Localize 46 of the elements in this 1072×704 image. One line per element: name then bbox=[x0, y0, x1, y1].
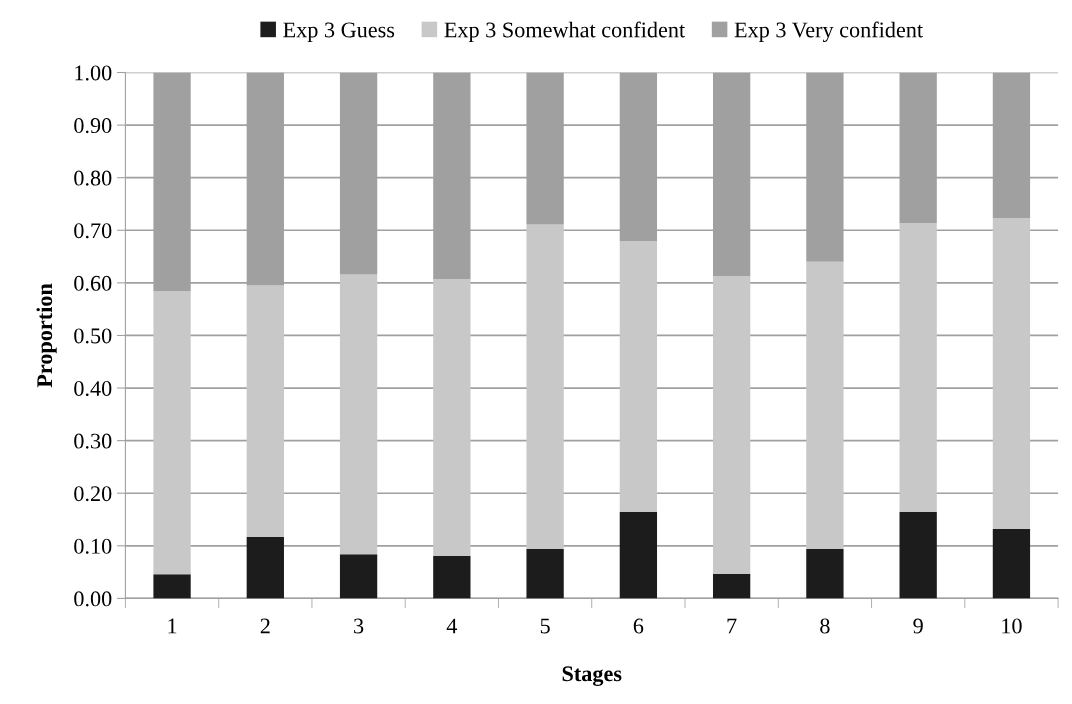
bar bbox=[712, 573, 751, 599]
y-tick-label: 0.70 bbox=[74, 223, 112, 239]
x-tick-label: 7 bbox=[727, 618, 737, 634]
bar bbox=[992, 528, 1031, 599]
x-tick-label: 9 bbox=[913, 618, 923, 634]
x-tick-label: 5 bbox=[540, 618, 550, 634]
bar bbox=[619, 511, 658, 599]
legend-label: Exp 3 Somewhat confident bbox=[444, 21, 686, 42]
x-tick-label: 6 bbox=[633, 618, 644, 634]
y-tick-label: 0.00 bbox=[74, 591, 112, 607]
bar bbox=[246, 536, 284, 599]
bar bbox=[806, 548, 844, 599]
legend-label: Exp 3 Very confident bbox=[734, 21, 923, 42]
x-tick-label: 1 bbox=[168, 618, 177, 634]
x-tick-label: 10 bbox=[1002, 618, 1022, 634]
bar bbox=[712, 276, 751, 574]
bar bbox=[619, 241, 658, 512]
bar bbox=[526, 548, 564, 599]
bar bbox=[806, 261, 844, 549]
y-tick-label: 0.60 bbox=[74, 275, 112, 291]
y-tick-label: 0.80 bbox=[74, 170, 112, 186]
bar bbox=[433, 555, 471, 599]
x-tick-label: 8 bbox=[820, 618, 830, 634]
y-tick-label: 0.50 bbox=[74, 328, 112, 344]
x-tick-label: 3 bbox=[354, 618, 364, 634]
x-tick-label: 2 bbox=[260, 618, 270, 634]
bar bbox=[153, 574, 191, 599]
bar bbox=[433, 279, 471, 556]
y-tick-label: 0.20 bbox=[74, 486, 112, 502]
bar bbox=[992, 218, 1031, 529]
bar bbox=[526, 224, 564, 549]
bar bbox=[339, 554, 378, 599]
bar bbox=[899, 222, 937, 512]
y-axis-title: Proportion bbox=[36, 283, 57, 388]
bar bbox=[153, 291, 191, 575]
y-tick-label: 0.90 bbox=[74, 118, 112, 134]
y-tick-label: 0.10 bbox=[74, 538, 112, 554]
x-axis-title: Stages bbox=[562, 666, 622, 686]
bar bbox=[339, 274, 378, 555]
bar bbox=[899, 511, 937, 599]
y-tick-label: 0.40 bbox=[74, 380, 112, 397]
x-tick-label: 4 bbox=[446, 618, 458, 634]
y-tick-label: 0.30 bbox=[74, 433, 112, 449]
bar bbox=[246, 285, 284, 537]
y-tick-label: 1.00 bbox=[75, 65, 112, 81]
legend-label: Exp 3 Guess bbox=[283, 22, 395, 42]
